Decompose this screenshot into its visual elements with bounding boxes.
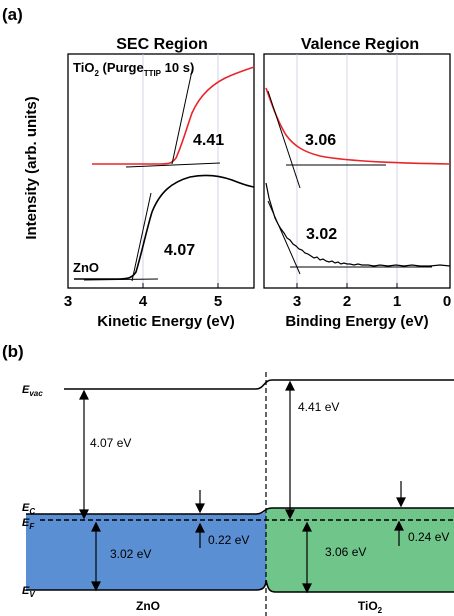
ec-label: EC (22, 502, 35, 516)
sec-ticklabel-3: 3 (64, 293, 72, 310)
valence-ticklabel-3: 3 (293, 293, 301, 310)
zno-name: ZnO (136, 599, 160, 613)
sec-tio2-tangent (171, 65, 194, 165)
tio2-vbm-value: 3.06 eV (325, 545, 366, 559)
valence-ticklabel-2: 2 (343, 293, 351, 310)
panel-b-label: (b) (2, 342, 24, 361)
tio2-wf-arrow (285, 380, 295, 520)
sec-title: SEC Region (116, 36, 208, 53)
sec-tio2-value: 4.41 (193, 132, 224, 149)
valence-plot: 3.06 3.02 (263, 53, 451, 289)
sec-zno-label: ZnO (73, 260, 99, 275)
ec-line (26, 507, 454, 515)
valence-tio2-curve (265, 87, 451, 165)
valence-xlabel: Binding Energy (eV) (285, 313, 428, 330)
sec-tio2-curve (92, 66, 255, 165)
zno-offset-value: 0.22 eV (208, 533, 249, 547)
evac-label: Evac (22, 384, 43, 398)
ev-label: EV (22, 585, 35, 599)
sec-zno-baseline (83, 278, 159, 281)
tio2-band-fill (266, 508, 454, 592)
sec-ticklabel-5: 5 (214, 293, 222, 310)
sec-tio2-baseline (125, 162, 221, 168)
valence-tio2-value: 3.06 (305, 132, 336, 149)
sec-plot: TiO2 (PurgeTTIP 10 s) ZnO 4.41 4.07 (67, 53, 255, 289)
zno-offset-arrows (195, 490, 205, 548)
sec-tio2-label: TiO2 (PurgeTTIP 10 s) (73, 60, 194, 78)
zno-vbm-arrow (91, 521, 101, 592)
ef-label: EF (22, 517, 35, 531)
sec-ticklabel-4: 4 (139, 293, 148, 310)
valence-ticklabel-1: 1 (393, 293, 401, 310)
tio2-wf-value: 4.41 eV (298, 400, 339, 414)
sec-zno-curve (74, 174, 255, 280)
sec-frame (67, 53, 255, 289)
sec-xlabel: Kinetic Energy (eV) (97, 313, 235, 330)
valence-frame (263, 53, 451, 289)
valence-ticklabel-0: 0 (443, 293, 451, 310)
evac-line (64, 379, 454, 390)
y-axis-label: Intensity (arb. units) (23, 96, 40, 239)
tio2-offset-value: 0.24 eV (408, 530, 449, 544)
valence-zno-tangent (267, 200, 301, 275)
valence-tio2-tangent (267, 90, 301, 189)
panel-a-label: (a) (2, 5, 23, 24)
zno-wf-value: 4.07 eV (90, 436, 131, 450)
valence-title: Valence Region (301, 36, 419, 53)
zno-vbm-value: 3.02 eV (110, 547, 151, 561)
tio2-vbm-arrow (302, 521, 312, 594)
tio2-name: TiO2 (358, 599, 383, 615)
valence-zno-curve (265, 182, 451, 267)
zno-band-fill (26, 506, 266, 590)
sec-zno-value: 4.07 (164, 242, 195, 259)
sec-zno-tangent (131, 192, 152, 282)
tio2-offset-arrows (394, 481, 406, 546)
zno-wf-arrow (79, 389, 89, 520)
valence-zno-value: 3.02 (306, 226, 337, 243)
